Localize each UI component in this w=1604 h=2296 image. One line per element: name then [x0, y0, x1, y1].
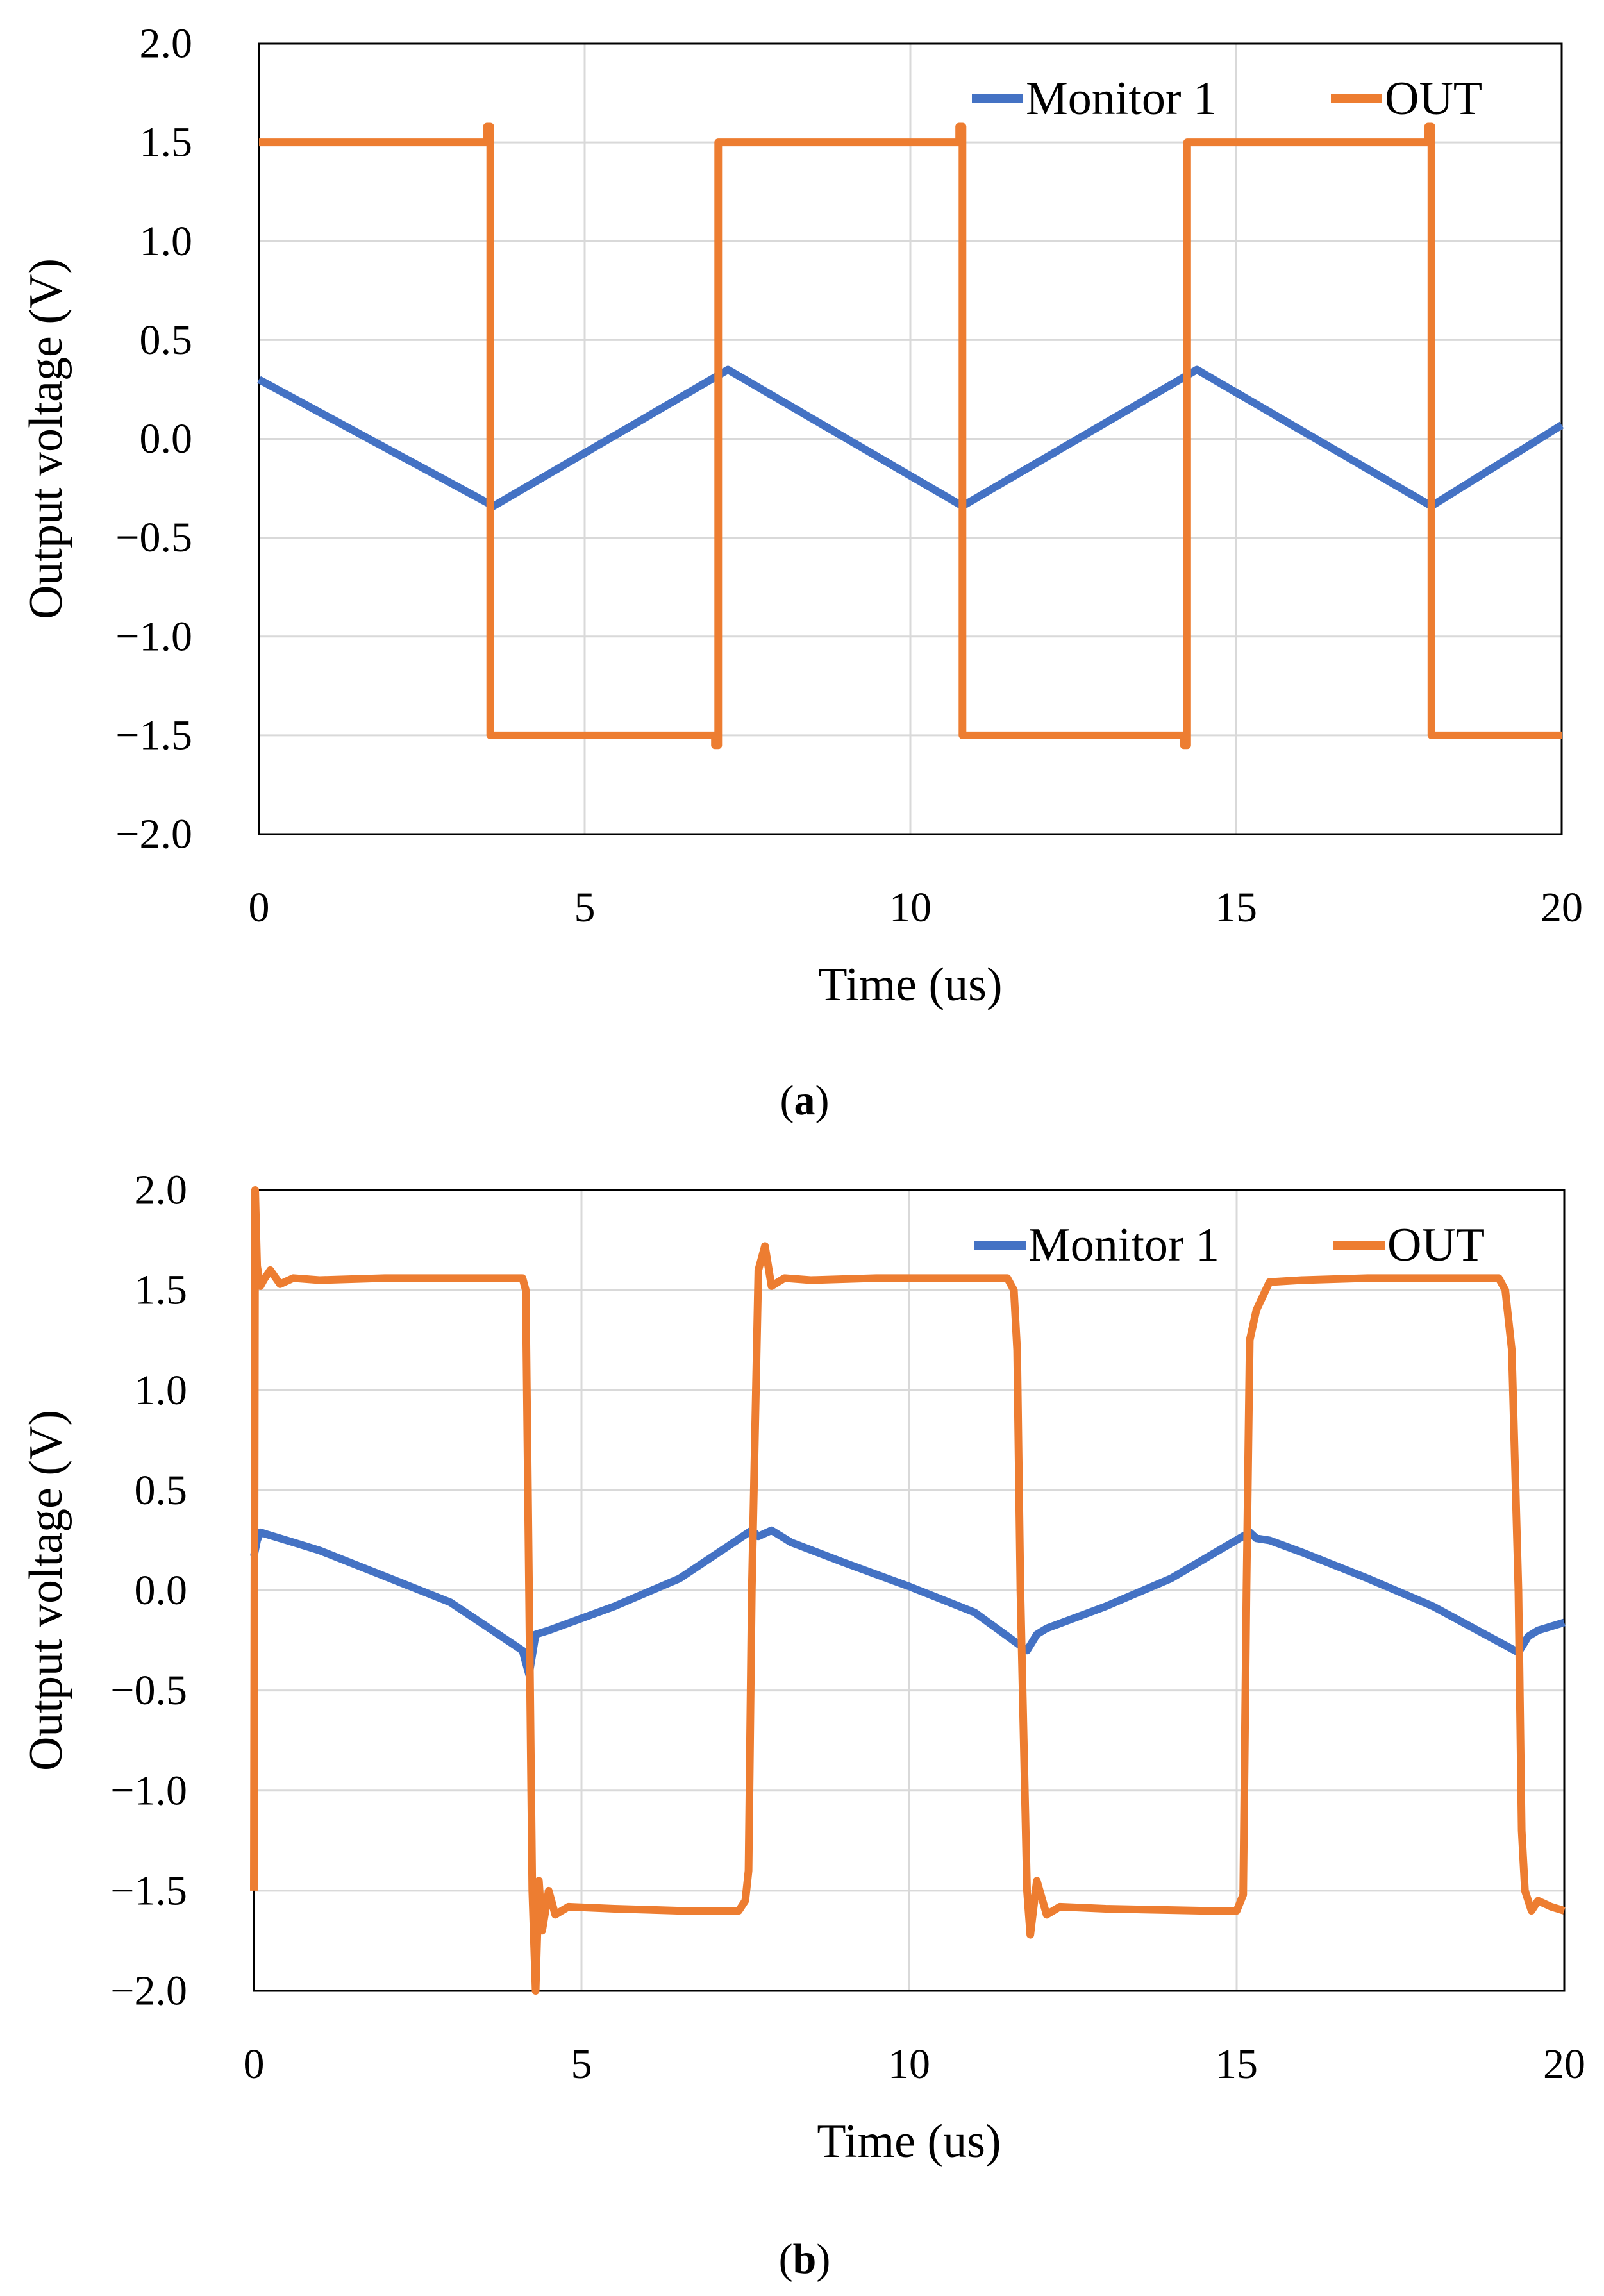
panel-b-series-out-line: [250, 1186, 1566, 1995]
panel-b-x-tick-label-0: 0: [244, 2041, 265, 2088]
panel-b-y-tick-label-6: −1.0: [110, 1767, 187, 1814]
panel-b-y-tick-label-1: 1.5: [135, 1267, 188, 1314]
panel-b-y-tick-label-3: 0.5: [135, 1467, 188, 1514]
panel-a-x-tick-label-1: 5: [574, 884, 596, 931]
panel-b-x-tick-label-2: 10: [888, 2041, 930, 2088]
panel-a-x-tick-label-4: 20: [1541, 884, 1583, 931]
panel-a-y-tick-label-7: −1.5: [115, 712, 192, 758]
panel-a-caption-close: ): [815, 1077, 830, 1124]
panel-a-x-tick-label-2: 10: [889, 884, 931, 931]
panel-b-series-monitor-1-line: [250, 1526, 1566, 1679]
panel-b-y-tick-label-4: 0.0: [135, 1567, 188, 1614]
panel-a-x-axis-title: Time (us): [818, 959, 1002, 1011]
panel-b-x-tick-label-1: 5: [571, 2041, 592, 2088]
panel-b-y-axis-title: Output voltage (V): [20, 1410, 72, 1771]
panel-a-chart: 2.0 1.5 1.0 0.5 0.0 −0.5 −1.0 −1.5 −2.0 0 5 10 15 20…: [20, 21, 1583, 1125]
panel-b-y-tick-labels: 2.0 1.5 1.0 0.5 0.0 −0.5 −1.0 −1.5 −2.0: [110, 1167, 187, 2015]
panel-a-legend-out-label: OUT: [1385, 72, 1482, 125]
panel-a-caption-letter: a: [794, 1077, 815, 1124]
panel-b-y-tick-label-5: −0.5: [110, 1667, 187, 1714]
panel-b-caption-close: ): [816, 2236, 830, 2283]
panel-a-y-tick-label-1: 1.5: [140, 119, 193, 166]
panel-a-y-tick-labels: 2.0 1.5 1.0 0.5 0.0 −0.5 −1.0 −1.5 −2.0: [115, 21, 192, 858]
panel-b-caption-letter: b: [793, 2236, 817, 2283]
panel-b-x-tick-labels: 0 5 10 15 20: [244, 2041, 1586, 2088]
panel-b-caption-open: (: [779, 2236, 793, 2283]
panel-a-caption: (a): [780, 1077, 830, 1124]
panel-a-y-tick-label-3: 0.5: [140, 317, 193, 364]
panel-b-x-tick-label-4: 20: [1543, 2041, 1585, 2088]
panel-b-caption: (b): [779, 2236, 831, 2283]
panel-b-y-tick-label-7: −1.5: [110, 1867, 187, 1914]
panel-a-x-tick-label-0: 0: [249, 884, 270, 931]
panel-b-legend-monitor-1-label: Monitor 1: [1028, 1219, 1219, 1271]
panel-a-series: [257, 122, 1564, 750]
panel-a-series-out-line: [259, 122, 1562, 750]
panel-b-x-axis-title: Time (us): [817, 2115, 1001, 2168]
panel-a-caption-open: (: [780, 1077, 794, 1124]
panel-a-y-tick-label-8: −2.0: [115, 811, 192, 858]
panel-b-legend-out-label: OUT: [1387, 1219, 1485, 1271]
panel-a-y-tick-label-6: −1.0: [115, 613, 192, 660]
panel-a-y-tick-label-5: −0.5: [115, 514, 192, 561]
panel-b-y-tick-label-2: 1.0: [135, 1367, 188, 1414]
panel-b-legend: Monitor 1 OUT: [974, 1219, 1485, 1271]
panel-a-y-tick-label-4: 0.0: [140, 415, 193, 462]
panel-b-y-tick-label-0: 2.0: [135, 1167, 188, 1214]
panel-b-x-tick-label-3: 15: [1216, 2041, 1258, 2088]
panel-a-y-tick-label-0: 2.0: [140, 21, 193, 67]
panel-a-x-tick-label-3: 15: [1215, 884, 1257, 931]
panel-a-y-axis-title: Output voltage (V): [20, 258, 72, 619]
panel-a-legend-monitor-1-label: Monitor 1: [1026, 72, 1217, 125]
panel-b-y-tick-label-8: −2.0: [110, 1968, 187, 2015]
panel-b-series: [250, 1186, 1566, 1995]
panel-a-y-tick-label-2: 1.0: [140, 218, 193, 265]
panel-b-chart: 2.0 1.5 1.0 0.5 0.0 −0.5 −1.0 −1.5 −2.0 0 5 10 15 20…: [20, 1167, 1585, 2283]
panel-a-x-tick-labels: 0 5 10 15 20: [249, 884, 1583, 931]
panel-a-legend: Monitor 1 OUT: [972, 72, 1482, 125]
panel-a-plot-frame: [258, 42, 1563, 835]
